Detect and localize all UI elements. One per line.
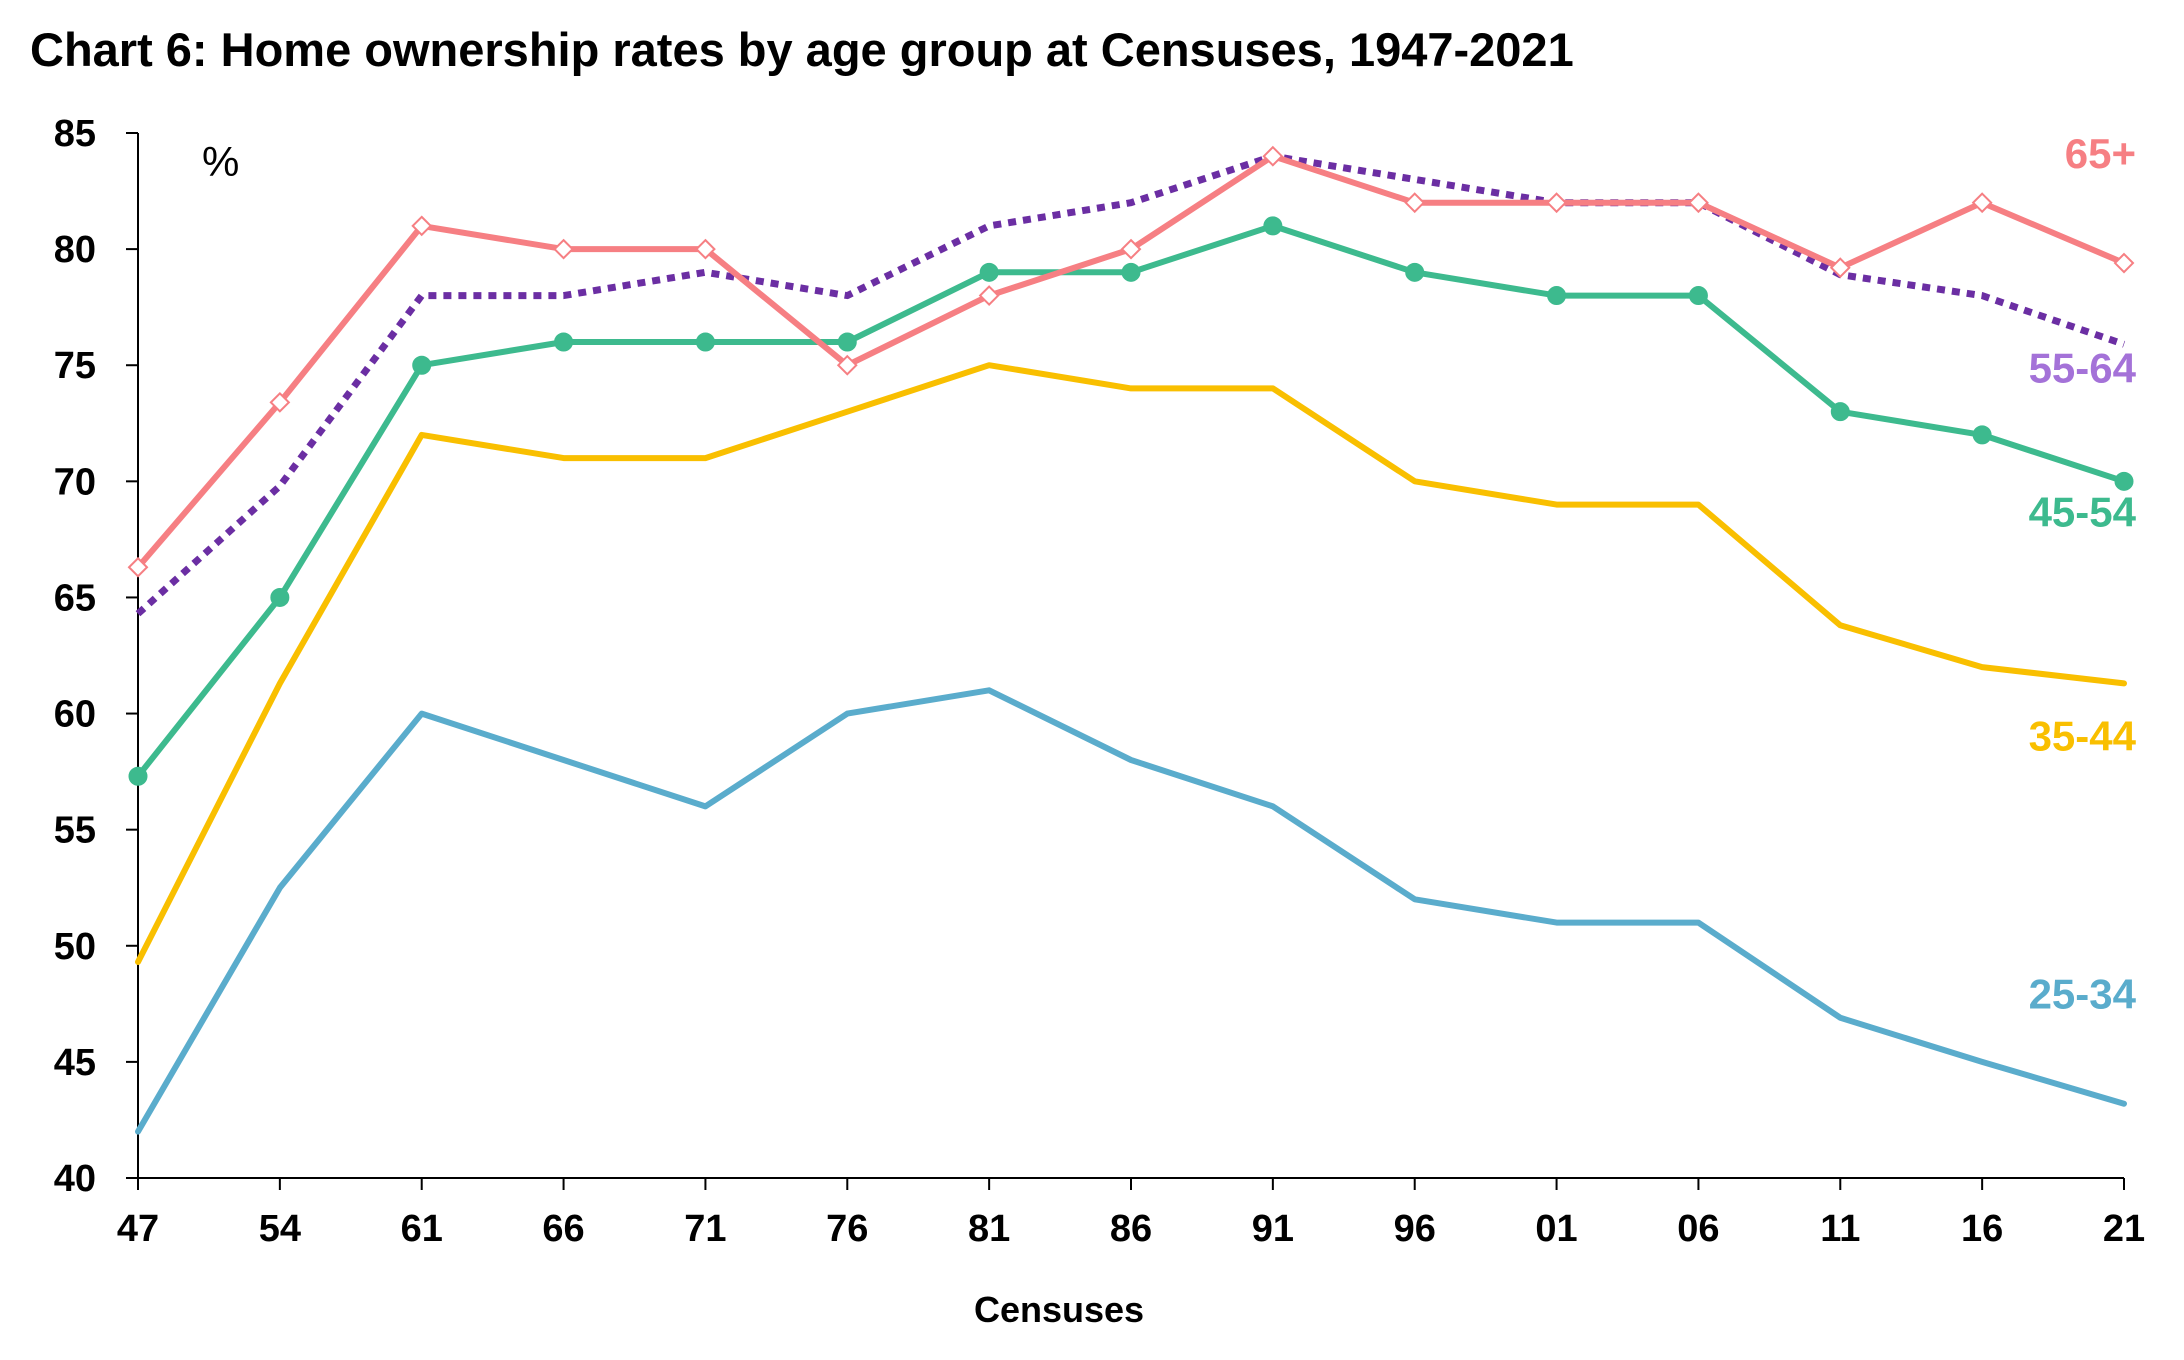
series-lines [135,152,2127,1135]
data-point-65+ [411,215,433,237]
y-tick-label: 75 [54,345,96,387]
x-tick-label: 21 [2103,1208,2145,1250]
series-markers [127,145,2135,786]
data-point-65+ [1688,192,1709,214]
data-point-45-54 [554,332,574,352]
data-point-45-54 [1972,425,1992,445]
series-line-45-54 [135,222,2127,780]
data-point-45-54 [2114,471,2134,491]
x-tick-label: 86 [1110,1208,1152,1250]
data-point-65+ [1404,192,1426,214]
x-tick-label: 11 [1820,1208,1860,1250]
data-point-45-54 [1405,262,1425,282]
x-tick-label: 54 [259,1208,301,1250]
y-tick-label: 45 [54,1042,96,1084]
data-point-45-54 [1121,262,1141,282]
x-tick-label: 06 [1677,1208,1719,1250]
data-point-65+ [2113,252,2135,274]
data-point-45-54 [270,587,290,607]
y-tick-label: 40 [54,1158,96,1200]
x-tick-label: 01 [1535,1208,1577,1250]
data-point-45-54 [979,262,999,282]
y-tick-label: 55 [54,810,96,852]
y-tick-label: 80 [54,229,96,271]
data-point-65+ [1971,192,1993,214]
x-tick-label: 61 [401,1208,443,1250]
series-line-25-34 [135,687,2127,1135]
data-point-45-54 [128,766,148,786]
series-label-65+: 65+ [2065,130,2136,177]
series-label-55-64: 55-64 [2029,344,2137,391]
data-point-45-54 [1688,286,1708,306]
x-tick-label: 96 [1394,1208,1436,1250]
x-tick-label: 81 [968,1208,1010,1250]
y-tick-label: 50 [54,926,96,968]
data-point-65+ [1120,238,1142,260]
data-point-65+ [1546,192,1567,214]
axes [137,133,2124,1179]
x-tick-label: 47 [117,1208,159,1250]
x-tick-label: 71 [684,1208,726,1250]
y-tick-label: 70 [54,461,96,503]
x-axis-ticks: 47 54 61 66 71 76 81 86 91 96 01 06 11 16 21 [117,1178,2145,1250]
x-axis-title: Censuses [974,1289,1144,1330]
x-tick-label: 66 [542,1208,584,1250]
data-point-45-54 [1830,402,1850,422]
x-tick-label: 76 [826,1208,868,1250]
data-point-65+ [553,238,574,260]
data-point-45-54 [412,355,432,375]
data-point-45-54 [1263,216,1283,236]
data-point-65+ [127,556,149,578]
data-point-65+ [269,391,291,413]
series-labels: 25-34 35-44 45-54 55-64 65+ [2029,130,2137,1018]
series-label-35-44: 35-44 [2029,712,2137,759]
data-point-45-54 [1547,286,1567,306]
y-tick-label: 65 [54,577,96,619]
series-label-45-54: 45-54 [2029,488,2137,535]
data-point-65+ [836,354,858,376]
y-tick-label: 60 [54,694,96,736]
x-tick-label: 91 [1252,1208,1294,1250]
data-point-45-54 [695,332,715,352]
x-tick-label: 16 [1961,1208,2003,1250]
series-line-35-44 [135,362,2127,965]
data-point-65+ [978,285,1000,306]
unit-label: % [202,138,239,185]
data-point-45-54 [837,332,857,352]
y-tick-label: 85 [54,113,96,155]
data-point-65+ [1829,257,1851,279]
data-point-65+ [1262,145,1284,167]
series-label-25-34: 25-34 [2029,971,2137,1018]
data-point-65+ [695,238,716,260]
chart-title: Chart 6: Home ownership rates by age gro… [30,23,1574,76]
y-axis-ticks: 85 80 75 70 65 60 55 50 45 40 [54,113,138,1200]
series-line-55-64 [135,152,2126,617]
